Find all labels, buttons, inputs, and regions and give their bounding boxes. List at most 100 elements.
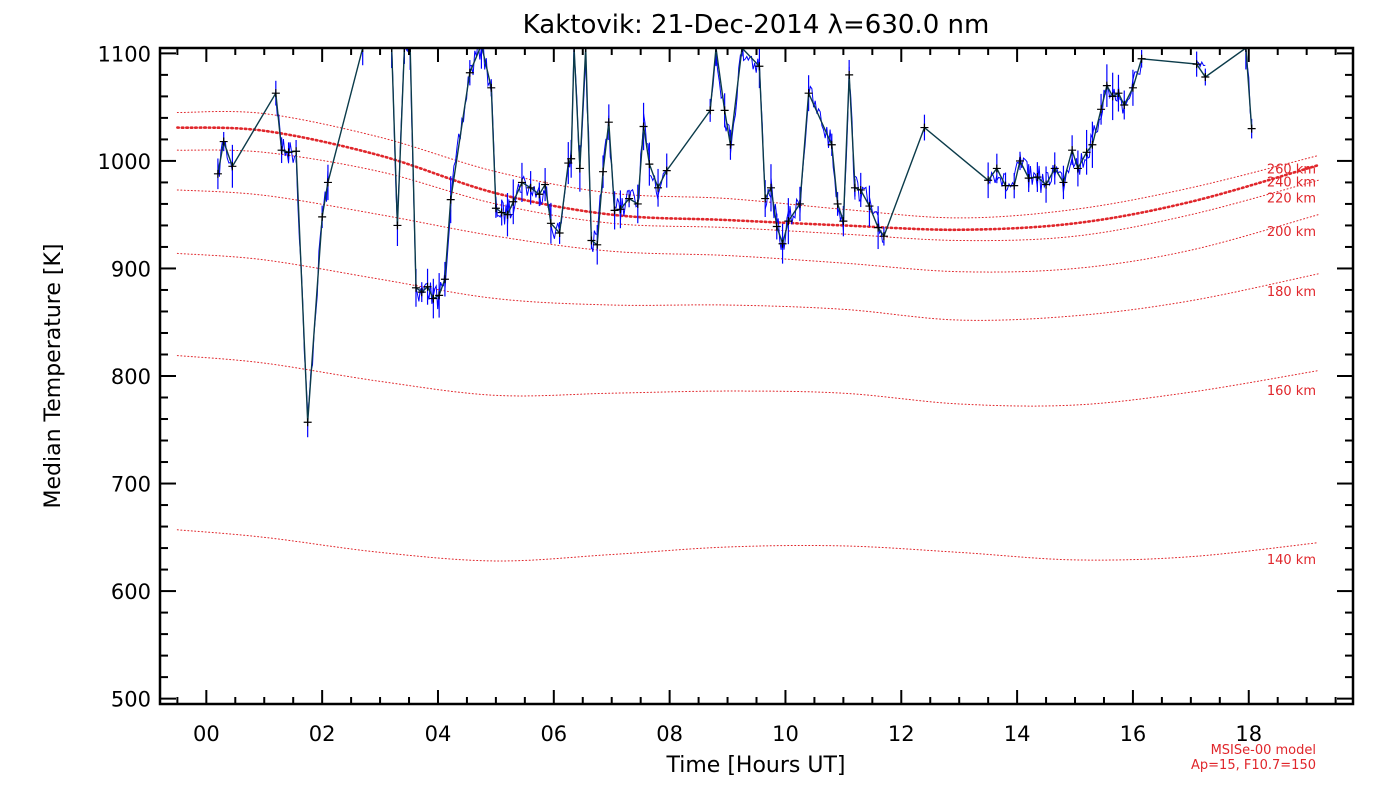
data-point	[440, 275, 449, 284]
y-axis-label: Median Temperature [K]	[41, 244, 66, 509]
data-point	[1088, 140, 1097, 149]
data-point	[491, 204, 500, 213]
data-point	[784, 217, 793, 226]
data-point	[517, 178, 526, 187]
data-point	[1120, 100, 1129, 109]
data-point	[387, 48, 396, 52]
data-point	[1050, 164, 1059, 173]
data-point	[1097, 105, 1106, 114]
data-point	[1016, 156, 1024, 165]
y-tick-label: 700	[111, 473, 151, 497]
data-point	[639, 122, 648, 131]
x-tick-label: 12	[888, 722, 915, 746]
y-tick-label: 1000	[98, 150, 151, 174]
data-point	[795, 199, 804, 208]
data-point	[865, 202, 874, 211]
model-curve-label: 140 km	[1267, 553, 1316, 568]
data-point	[303, 418, 312, 427]
data-point	[1114, 89, 1123, 98]
data-point	[654, 183, 663, 192]
model-curve-label: 220 km	[1267, 191, 1316, 206]
data-point	[219, 137, 228, 146]
data-point	[526, 183, 535, 192]
model-curve-140-km	[176, 529, 1319, 562]
data-point	[228, 162, 237, 171]
data-point	[358, 48, 367, 52]
data-point	[1137, 54, 1146, 63]
data-point	[1068, 146, 1077, 155]
data-point	[271, 89, 280, 98]
data-point	[292, 147, 301, 156]
data-point	[610, 206, 619, 215]
data-point	[827, 140, 836, 149]
model-curves	[176, 110, 1320, 562]
data-point	[564, 159, 573, 168]
data-point	[400, 48, 409, 52]
data-point	[465, 68, 474, 77]
data-point	[587, 236, 596, 245]
data-point	[778, 239, 787, 248]
x-tick-label: 04	[425, 722, 452, 746]
data-point	[423, 282, 432, 291]
axis-tick-labels: 00 02 04 06 08 10 12 14 16 18 500 600 700 800 900 1000 1…	[98, 42, 1263, 746]
data-point	[503, 210, 512, 219]
model-curve-180-km	[176, 252, 1319, 321]
y-tick-label: 900	[111, 257, 151, 281]
data-point	[546, 219, 555, 228]
data-point	[318, 212, 327, 221]
data-point	[1241, 48, 1250, 52]
model-curve-220-km	[176, 149, 1319, 242]
data-point	[879, 232, 888, 241]
data-point	[772, 222, 781, 231]
model-curve-label: 200 km	[1267, 225, 1316, 240]
data-point	[393, 221, 402, 230]
data-point	[604, 118, 613, 127]
data-point	[1102, 81, 1111, 90]
data-point	[1033, 173, 1042, 182]
data-point	[839, 217, 848, 226]
data-point	[567, 154, 576, 163]
data-point	[1010, 181, 1019, 190]
model-curve-260-km	[176, 110, 1319, 219]
data-point	[850, 183, 859, 192]
data-point	[833, 199, 842, 208]
chart-title: Kaktovik: 21-Dec-2014 λ=630.0 nm	[523, 10, 990, 40]
data-point	[1201, 73, 1210, 82]
data-point	[633, 199, 642, 208]
data-point	[726, 140, 735, 149]
data-point	[804, 89, 813, 98]
model-curve-160-km	[176, 355, 1319, 407]
data-point	[920, 123, 929, 132]
data-point	[277, 146, 286, 155]
data-point	[555, 228, 564, 237]
data-point	[1128, 83, 1137, 92]
observed-variability-trace	[217, 48, 1253, 418]
x-tick-label: 14	[1004, 722, 1031, 746]
data-point	[323, 178, 332, 187]
x-tick-label: 10	[772, 722, 799, 746]
data-point	[1024, 174, 1033, 183]
x-tick-label: 08	[656, 722, 683, 746]
x-tick-label: 06	[540, 722, 567, 746]
data-point	[1108, 92, 1117, 101]
data-point	[706, 106, 715, 115]
data-point	[992, 164, 1001, 173]
model-curve-240-km	[176, 126, 1320, 232]
data-point	[1073, 164, 1082, 173]
data-point	[581, 48, 590, 52]
model-curve-200-km	[176, 189, 1319, 273]
data-point	[535, 190, 544, 199]
data-point	[284, 148, 293, 157]
data-point	[417, 288, 426, 297]
data-point	[761, 194, 770, 203]
data-point	[406, 48, 415, 52]
median-line	[217, 48, 1253, 423]
y-tick-label: 800	[111, 365, 151, 389]
data-point	[1192, 60, 1201, 69]
data-point	[593, 240, 602, 249]
model-curve-label: 160 km	[1267, 384, 1316, 399]
data-point	[662, 166, 671, 175]
x-tick-label: 16	[1120, 722, 1147, 746]
data-point	[435, 291, 444, 300]
